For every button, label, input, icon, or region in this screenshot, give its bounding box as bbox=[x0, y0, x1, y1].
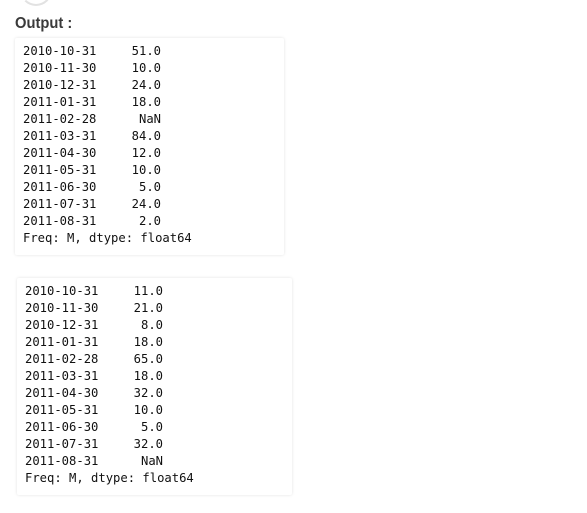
row-date: 2010-12-31 bbox=[25, 318, 99, 332]
series-row: 2011-06-30 5.0 bbox=[23, 179, 192, 196]
series-row: 2011-08-31 NaN bbox=[25, 453, 194, 470]
row-value: 32.0 bbox=[133, 437, 163, 451]
output-heading: Output : bbox=[15, 15, 73, 32]
row-value: 11.0 bbox=[133, 284, 163, 298]
series-row: 2010-10-31 51.0 bbox=[23, 43, 192, 60]
row-date: 2011-07-31 bbox=[23, 197, 97, 211]
series-row: 2011-07-31 32.0 bbox=[25, 436, 194, 453]
row-value: 12.0 bbox=[131, 146, 161, 160]
row-value: 21.0 bbox=[133, 301, 163, 315]
series-footer: Freq: M, dtype: float64 bbox=[23, 231, 192, 245]
row-value: 8.0 bbox=[140, 318, 163, 332]
series-row: 2011-07-31 24.0 bbox=[23, 196, 192, 213]
row-value: 18.0 bbox=[133, 335, 163, 349]
row-value: 10.0 bbox=[131, 61, 161, 75]
series-row: 2011-05-31 10.0 bbox=[23, 162, 192, 179]
row-date: 2011-05-31 bbox=[25, 403, 99, 417]
row-date: 2011-02-28 bbox=[23, 112, 97, 126]
row-value: 24.0 bbox=[131, 78, 161, 92]
row-date: 2011-05-31 bbox=[23, 163, 97, 177]
row-value: 10.0 bbox=[133, 403, 163, 417]
decorative-arc bbox=[20, 0, 52, 6]
series-row: 2010-12-31 8.0 bbox=[25, 317, 194, 334]
row-value: 18.0 bbox=[131, 95, 161, 109]
series-row: 2011-01-31 18.0 bbox=[25, 334, 194, 351]
row-date: 2011-06-30 bbox=[25, 420, 99, 434]
row-date: 2011-03-31 bbox=[25, 369, 99, 383]
row-date: 2011-08-31 bbox=[25, 454, 99, 468]
series-row: 2011-04-30 32.0 bbox=[25, 385, 194, 402]
row-date: 2010-11-30 bbox=[25, 301, 99, 315]
row-value: 24.0 bbox=[131, 197, 161, 211]
row-date: 2011-08-31 bbox=[23, 214, 97, 228]
row-value: 32.0 bbox=[133, 386, 163, 400]
row-value: 18.0 bbox=[133, 369, 163, 383]
row-date: 2011-06-30 bbox=[23, 180, 97, 194]
row-value: 5.0 bbox=[138, 180, 161, 194]
row-date: 2011-02-28 bbox=[25, 352, 99, 366]
series-row: 2011-03-31 18.0 bbox=[25, 368, 194, 385]
series-row: 2010-11-30 10.0 bbox=[23, 60, 192, 77]
series-rows: 2010-10-31 51.0 2010-11-30 10.0 2010-12-31 24… bbox=[23, 43, 192, 247]
series-row: 2010-11-30 21.0 bbox=[25, 300, 194, 317]
row-date: 2011-01-31 bbox=[25, 335, 99, 349]
series-row: 2011-06-30 5.0 bbox=[25, 419, 194, 436]
row-date: 2010-11-30 bbox=[23, 61, 97, 75]
series-row: 2011-08-31 2.0 bbox=[23, 213, 192, 230]
row-date: 2010-12-31 bbox=[23, 78, 97, 92]
row-value: NaN bbox=[138, 112, 161, 126]
row-date: 2010-10-31 bbox=[23, 44, 97, 58]
row-value: 51.0 bbox=[131, 44, 161, 58]
row-date: 2011-04-30 bbox=[23, 146, 97, 160]
row-value: 5.0 bbox=[140, 420, 163, 434]
row-value: 65.0 bbox=[133, 352, 163, 366]
output-block-1: 2010-10-31 51.0 2010-11-30 10.0 2010-12-31 24… bbox=[15, 38, 284, 255]
series-row: 2011-01-31 18.0 bbox=[23, 94, 192, 111]
series-rows: 2010-10-31 11.0 2010-11-30 21.0 2010-12-31 8.… bbox=[25, 283, 194, 487]
row-date: 2011-07-31 bbox=[25, 437, 99, 451]
series-row: 2011-03-31 84.0 bbox=[23, 128, 192, 145]
output-block-2: 2010-10-31 11.0 2010-11-30 21.0 2010-12-31 8.… bbox=[17, 278, 292, 495]
series-row: 2010-10-31 11.0 bbox=[25, 283, 194, 300]
series-row: 2011-04-30 12.0 bbox=[23, 145, 192, 162]
row-value: 84.0 bbox=[131, 129, 161, 143]
series-row: 2011-02-28 NaN bbox=[23, 111, 192, 128]
row-value: NaN bbox=[140, 454, 163, 468]
row-value: 10.0 bbox=[131, 163, 161, 177]
row-date: 2011-03-31 bbox=[23, 129, 97, 143]
series-row: 2011-05-31 10.0 bbox=[25, 402, 194, 419]
series-footer: Freq: M, dtype: float64 bbox=[25, 471, 194, 485]
series-row: 2010-12-31 24.0 bbox=[23, 77, 192, 94]
row-date: 2011-04-30 bbox=[25, 386, 99, 400]
series-row: 2011-02-28 65.0 bbox=[25, 351, 194, 368]
row-date: 2010-10-31 bbox=[25, 284, 99, 298]
row-value: 2.0 bbox=[138, 214, 161, 228]
row-date: 2011-01-31 bbox=[23, 95, 97, 109]
